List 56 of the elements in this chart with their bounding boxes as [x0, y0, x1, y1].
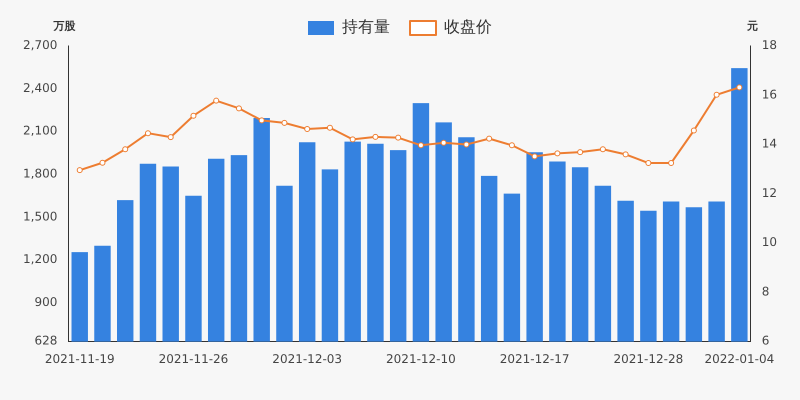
legend-label: 持有量: [342, 17, 390, 36]
point: [714, 92, 720, 98]
point: [326, 124, 333, 131]
point: [486, 136, 492, 142]
point: [508, 142, 515, 148]
point: [372, 134, 378, 140]
x-tick-label: 2021-12-03: [272, 352, 342, 366]
y2-tick-label: 16: [762, 87, 778, 102]
point: [600, 146, 606, 152]
x-tick-label: 2021-12-10: [386, 352, 456, 366]
y2-tick-label: 18: [762, 38, 778, 52]
point: [395, 134, 402, 141]
x-tick-label: 2021-12-28: [614, 352, 684, 366]
point: [168, 134, 174, 140]
y-tick-label: 2,400: [22, 80, 58, 95]
point: [418, 142, 424, 148]
x-tick-label: 2022-01-04: [704, 352, 774, 366]
point: [690, 127, 697, 134]
legend-label: 收盘价: [444, 17, 492, 36]
y2-tick-label: 14: [762, 136, 778, 151]
point: [668, 160, 674, 166]
point: [190, 112, 196, 119]
point: [122, 146, 128, 152]
y-tick-label: 2,700: [22, 38, 58, 52]
y-tick-label: 2,100: [22, 124, 58, 138]
point: [258, 117, 265, 124]
y2-tick-label: 12: [762, 186, 778, 200]
point: [99, 160, 106, 166]
y2-tick-label: 10: [762, 235, 778, 250]
x-tick-label: 2021-11-19: [44, 352, 115, 366]
x-tick-label: 2021-12-17: [500, 352, 570, 366]
x-tick-label: 2021-11-26: [158, 352, 228, 366]
point: [213, 98, 220, 104]
point: [440, 140, 447, 146]
point: [554, 150, 560, 156]
point: [76, 167, 83, 174]
point: [236, 105, 242, 112]
point: [577, 149, 584, 156]
y-axis-title: 万股: [52, 19, 76, 32]
point: [645, 160, 652, 166]
point: [736, 84, 742, 90]
y-tick-label: 900: [34, 294, 58, 309]
y2-tick-label: 8: [762, 284, 770, 298]
point: [350, 136, 356, 142]
point: [144, 130, 151, 136]
y2-tick-label: 6: [762, 334, 770, 348]
point: [281, 120, 288, 126]
y-tick-label: 1,200: [22, 252, 58, 266]
y-tick-label: 1,500: [22, 209, 58, 224]
y-tick-label: 628: [34, 334, 58, 348]
y2-axis-title: 元: [746, 19, 758, 32]
point: [304, 126, 310, 132]
point: [463, 142, 470, 148]
y-tick-label: 1,800: [22, 166, 58, 181]
point: [622, 151, 629, 158]
point: [532, 153, 538, 160]
